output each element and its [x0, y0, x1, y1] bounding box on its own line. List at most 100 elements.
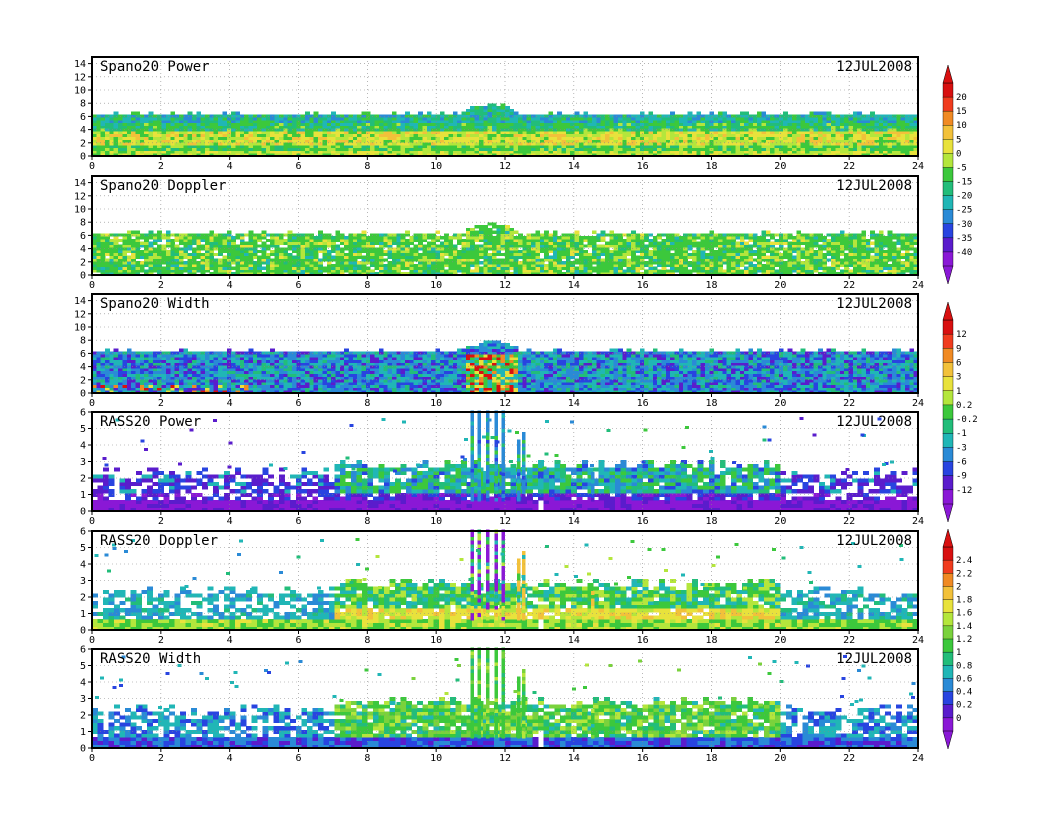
colorbar-swatch — [942, 559, 954, 574]
x-tick-label: 4 — [227, 753, 233, 764]
colorbar-swatch — [942, 704, 954, 719]
colorbar-label: 5 — [956, 135, 961, 145]
x-tick-label: 4 — [227, 161, 233, 172]
y-tick-label: 12 — [74, 72, 86, 83]
y-tick-label: 2 — [80, 711, 86, 722]
x-tick-label: 0 — [89, 753, 95, 764]
y-tick-label: 0 — [80, 507, 86, 518]
colorbar-label: -15 — [956, 178, 972, 188]
x-tick-label: 22 — [843, 280, 855, 291]
y-tick-label: 6 — [80, 231, 86, 242]
x-tick-label: 0 — [89, 516, 95, 527]
y-tick-label: 12 — [74, 191, 86, 202]
colorbar-swatch — [942, 195, 954, 211]
y-tick-label: 14 — [74, 296, 86, 307]
x-tick-label: 0 — [89, 280, 95, 291]
colorbar-top-arrow — [942, 528, 954, 548]
colorbar-label: 0.2 — [956, 701, 972, 711]
heatmap-cells — [92, 529, 919, 631]
y-tick-label: 6 — [80, 408, 86, 419]
x-tick-label: 6 — [295, 398, 301, 409]
colorbar-swatch — [942, 665, 954, 679]
y-tick-label: 12 — [74, 309, 86, 320]
panel-title: RASS20 Width — [100, 651, 201, 667]
y-tick-label: 5 — [80, 661, 86, 672]
x-tick-label: 0 — [89, 635, 95, 646]
colorbar-swatch — [942, 223, 954, 239]
colorbar-swatch — [942, 153, 954, 168]
colorbar-swatch — [942, 139, 954, 154]
y-tick-label: 2 — [80, 474, 86, 485]
colorbar-swatch — [942, 625, 954, 640]
heatmap-cells — [92, 647, 919, 749]
colorbar-label: 3 — [956, 373, 961, 383]
colorbar-swatch — [942, 333, 954, 349]
x-tick-label: 0 — [89, 161, 95, 172]
colorbar-label: 0.6 — [956, 674, 972, 684]
x-tick-label: 8 — [364, 753, 370, 764]
colorbar-label: 1.2 — [956, 635, 972, 645]
colorbar-swatch — [942, 678, 954, 693]
x-tick-label: 12 — [499, 516, 511, 527]
colorbar-swatch — [942, 319, 954, 335]
colorbar-swatch — [942, 362, 954, 378]
x-tick-label: 24 — [912, 635, 924, 646]
x-tick-label: 12 — [499, 753, 511, 764]
x-tick-label: 16 — [637, 280, 649, 291]
x-tick-label: 6 — [295, 161, 301, 172]
colorbar-swatch — [942, 237, 954, 253]
colorbar-label: -3 — [956, 443, 967, 453]
x-tick-label: 10 — [430, 280, 442, 291]
y-tick-label: 10 — [74, 205, 86, 216]
colorbar-label: 1.4 — [956, 622, 972, 632]
x-tick-label: 22 — [843, 161, 855, 172]
x-tick-label: 24 — [912, 161, 924, 172]
colorbar-swatch — [942, 461, 954, 477]
x-tick-label: 24 — [912, 753, 924, 764]
x-tick-label: 20 — [774, 753, 786, 764]
x-tick-label: 14 — [568, 280, 580, 291]
x-tick-label: 14 — [568, 516, 580, 527]
panel-date: 12JUL2008 — [836, 59, 912, 75]
x-tick-label: 22 — [843, 516, 855, 527]
y-tick-label: 3 — [80, 457, 86, 468]
y-tick-label: 8 — [80, 218, 86, 229]
grid — [92, 412, 918, 511]
colorbar-label: 0.8 — [956, 661, 972, 671]
panel-date: 12JUL2008 — [836, 178, 912, 194]
y-tick-label: 0 — [80, 744, 86, 755]
colorbar-label: -9 — [956, 472, 967, 482]
panel-date: 12JUL2008 — [836, 414, 912, 430]
x-tick-label: 10 — [430, 161, 442, 172]
colorbar-swatch — [942, 489, 954, 505]
x-tick-label: 24 — [912, 516, 924, 527]
y-tick-label: 6 — [80, 527, 86, 538]
x-tick-label: 12 — [499, 635, 511, 646]
x-tick-label: 20 — [774, 280, 786, 291]
colorbar-doppler: 12 9 6 3 1 0.2 -0.2 -1 -3 -6 -9 -12 — [942, 301, 978, 523]
colorbar-top-arrow — [942, 301, 954, 321]
x-tick-label: 6 — [295, 516, 301, 527]
x-tick-label: 4 — [227, 516, 233, 527]
colorbar-swatch — [942, 586, 954, 601]
x-tick-label: 10 — [430, 753, 442, 764]
x-tick-label: 4 — [227, 635, 233, 646]
x-tick-label: 24 — [912, 398, 924, 409]
colorbar-swatch — [942, 181, 954, 197]
colorbar-swatch — [942, 209, 954, 225]
colorbars: 20151050-5-15-20-25-30-35-401296310.2-0.… — [942, 64, 978, 750]
x-tick-label: 10 — [430, 516, 442, 527]
y-tick-label: 8 — [80, 99, 86, 110]
colorbar-label: 15 — [956, 107, 967, 117]
colorbar-label: 2 — [956, 582, 961, 592]
x-tick-label: 4 — [227, 398, 233, 409]
y-tick-label: 1 — [80, 727, 86, 738]
colorbar-swatch — [942, 82, 954, 98]
y-tick-label: 14 — [74, 59, 86, 70]
y-tick-label: 1 — [80, 609, 86, 620]
heatmap-cells — [92, 340, 919, 394]
colorbar-swatch — [942, 125, 954, 140]
